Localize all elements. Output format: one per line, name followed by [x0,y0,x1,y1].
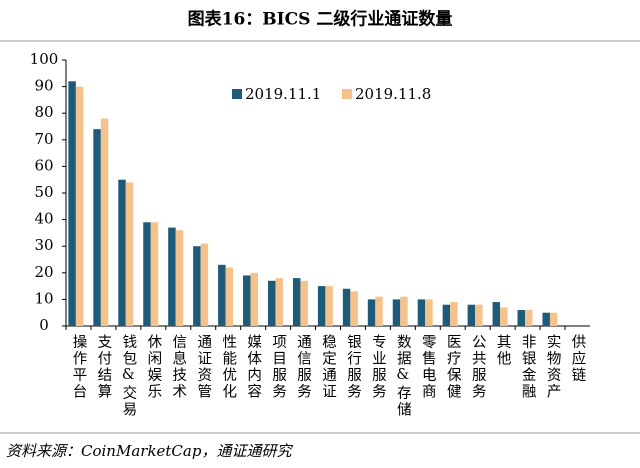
y-tick-label: 60 [34,156,53,174]
bar [442,304,451,326]
legend-label: 2019.11.1 [245,85,321,103]
y-tick-label: 100 [30,50,59,68]
legend-label: 2019.11.8 [355,85,431,103]
x-tick-label: 银行服务 [345,334,361,400]
bar [193,246,201,326]
x-tick-label: 钱包&交易 [120,334,136,418]
y-tick-label: 10 [34,289,53,307]
x-tick-label: 操作平台 [70,334,86,400]
bar [475,304,483,326]
legend-swatch [232,89,242,99]
x-tick-label: 数据&存储 [395,334,411,418]
x-tick-label: 通信服务 [295,334,311,400]
x-tick-label: 专业服务 [370,334,386,400]
bar [250,272,259,326]
y-tick-label: 20 [34,263,53,281]
bar [350,291,358,326]
x-tick-label: 通证资管 [195,334,211,400]
bar [68,81,76,326]
bar [549,312,558,326]
bar [118,179,126,326]
x-tick-label: 实物资产 [545,334,561,400]
bar [150,222,159,326]
bar [524,310,533,326]
bar [425,299,433,326]
legend-swatch [342,89,352,99]
bar [342,288,351,326]
bar [392,299,401,326]
y-tick-label: 90 [34,77,53,95]
x-tick-label: 媒体内容 [245,334,261,400]
bar [542,312,550,326]
x-tick-label: 性能优化 [220,334,236,400]
y-tick-label: 50 [34,183,53,201]
x-tick-label: 非银金融 [520,334,536,400]
x-tick-label: 零售电商 [420,334,436,400]
x-tick-label: 公共服务 [470,334,486,400]
bar [125,182,134,326]
bar [93,129,101,326]
bar [75,86,84,326]
bar [225,267,234,326]
bar [325,286,333,326]
bar [143,222,151,326]
source-note: 资料来源：CoinMarketCap，通证通研究 [6,442,293,460]
y-tick-label: 80 [34,103,53,121]
bar [275,278,283,326]
y-tick-label: 30 [34,236,53,254]
bar [317,286,326,326]
bar [175,230,184,326]
bar [492,302,501,326]
y-tick-label: 70 [34,130,53,148]
bar [417,299,426,326]
y-tick-label: 40 [34,210,53,228]
bar [267,280,276,326]
chart-title: 图表16：BICS 二级行业通证数量 [188,9,453,30]
x-tick-label: 其他 [495,334,511,367]
bar [300,280,308,326]
x-tick-label: 医疗保健 [445,334,461,400]
bar [100,118,109,327]
bar [500,307,508,326]
x-tick-label: 项目服务 [270,334,286,400]
bar [200,243,209,326]
bar [450,302,458,326]
x-tick-label: 稳定通证 [320,334,336,400]
bar [400,296,408,326]
bar [292,278,301,326]
bar [517,310,525,326]
bar [243,275,251,326]
bar [218,264,226,326]
x-tick-label: 休闲娱乐 [145,334,161,400]
y-tick-label: 0 [39,316,49,334]
x-tick-label: 支付结算 [95,334,111,400]
bar [367,299,376,326]
x-tick-label: 供应链 [570,334,586,384]
bar [375,296,383,326]
x-tick-label: 信息技术 [170,334,186,400]
bar [168,227,176,326]
bar [467,304,476,326]
